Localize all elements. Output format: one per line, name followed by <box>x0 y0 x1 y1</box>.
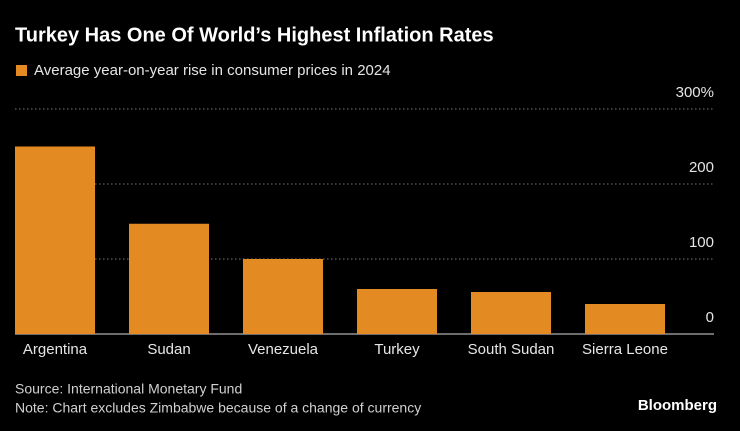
bar <box>471 292 551 334</box>
x-tick-label: Sudan <box>147 341 190 358</box>
brand-logo: Bloomberg <box>638 397 717 414</box>
source: Source: International Monetary Fund <box>15 381 242 397</box>
bar <box>357 289 437 334</box>
x-tick-label: South Sudan <box>468 341 555 358</box>
y-tick-label: 100 <box>689 234 714 251</box>
bar <box>15 146 95 334</box>
legend-label: Average year-on-year rise in consumer pr… <box>34 62 391 79</box>
y-tick-label: 0 <box>706 309 714 326</box>
y-tick-label: 300% <box>676 84 714 101</box>
x-tick-label: Venezuela <box>248 341 319 358</box>
y-tick-label: 200 <box>689 159 714 176</box>
x-tick-label: Turkey <box>374 341 420 358</box>
x-tick-label: Sierra Leone <box>582 341 668 358</box>
x-tick-label: Argentina <box>23 341 88 358</box>
bar <box>243 259 323 334</box>
bar <box>585 304 665 334</box>
legend-swatch <box>16 65 27 76</box>
note: Note: Chart excludes Zimbabwe because of… <box>15 400 421 416</box>
bar <box>129 223 209 334</box>
chart-title: Turkey Has One Of World’s Highest Inflat… <box>15 24 494 46</box>
